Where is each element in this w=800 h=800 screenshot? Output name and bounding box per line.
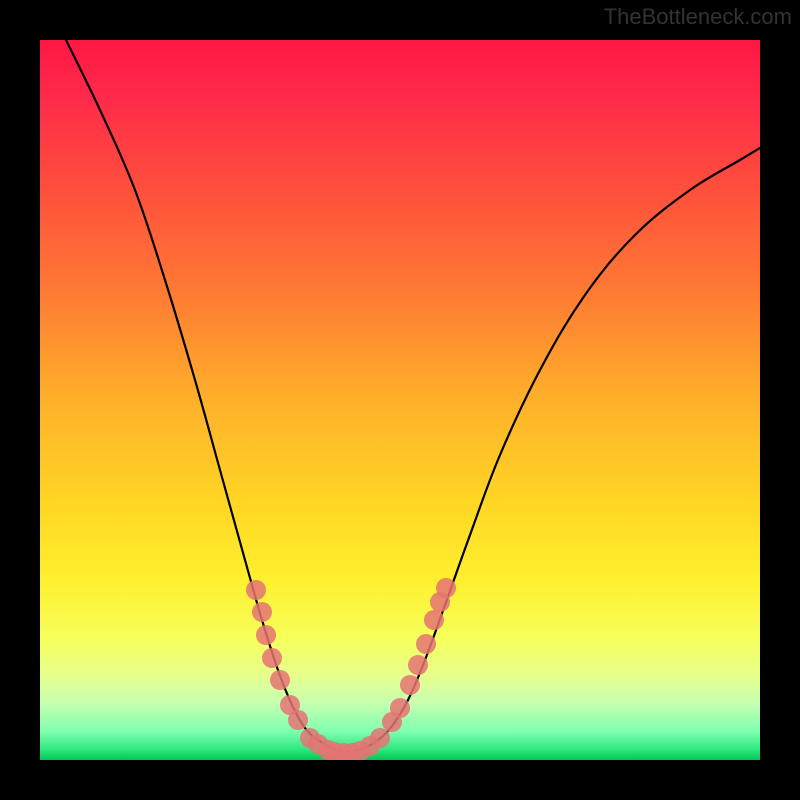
data-marker: [436, 578, 456, 598]
plot-area: [40, 40, 760, 760]
data-marker: [246, 580, 266, 600]
data-marker: [252, 602, 272, 622]
chart-container: TheBottleneck.com: [0, 0, 800, 800]
data-marker: [256, 625, 276, 645]
data-marker: [370, 728, 390, 748]
data-marker: [408, 655, 428, 675]
data-marker: [288, 710, 308, 730]
data-marker: [262, 648, 282, 668]
watermark-text: TheBottleneck.com: [604, 4, 792, 30]
data-marker: [270, 670, 290, 690]
curve-overlay: [40, 40, 760, 760]
data-marker: [400, 675, 420, 695]
data-marker: [390, 698, 410, 718]
data-marker: [416, 634, 436, 654]
data-marker: [424, 610, 444, 630]
curve-left-branch: [66, 40, 348, 752]
